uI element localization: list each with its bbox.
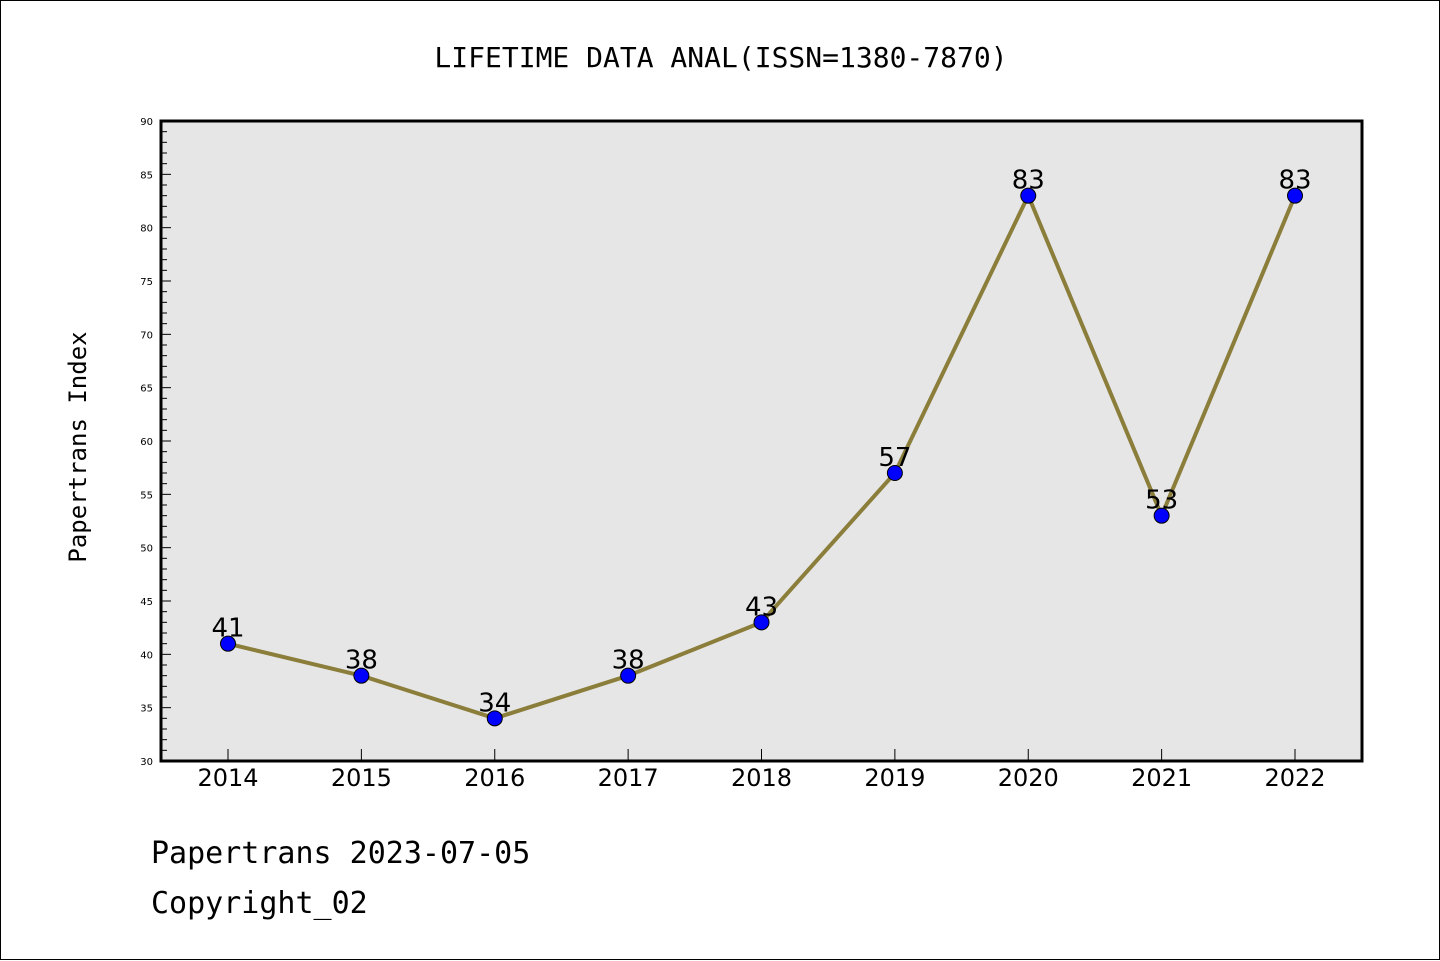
data-point	[1287, 187, 1303, 204]
x-tick-label: 2020	[998, 764, 1059, 792]
plot-area	[159, 119, 1364, 763]
footer-date: Papertrans 2023-07-05	[151, 836, 531, 871]
y-tick-label: 55	[140, 490, 153, 501]
y-axis-label: Papertrans Index	[64, 331, 92, 562]
footer-copyright: Copyright_02	[151, 886, 368, 921]
y-tick-label: 35	[140, 704, 153, 715]
data-point	[886, 465, 903, 481]
data-point	[753, 614, 770, 631]
x-tick-label: 2015	[331, 764, 392, 792]
y-axis-ticks: 30 35 40 45 50 55 60 65 70 75 80 85 90	[140, 117, 171, 768]
y-tick-label: 85	[140, 170, 153, 181]
y-tick-label: 50	[140, 544, 153, 555]
data-point	[1153, 507, 1170, 524]
data-point	[620, 667, 637, 684]
y-tick-label: 75	[140, 277, 153, 288]
x-tick-label: 2022	[1264, 764, 1325, 792]
chart-title: LIFETIME DATA ANAL(ISSN=1380-7870)	[434, 41, 1007, 74]
x-tick-label: 2018	[731, 764, 792, 792]
y-tick-label: 60	[140, 437, 153, 448]
data-point	[1020, 187, 1037, 204]
y-tick-label: 30	[140, 757, 153, 768]
x-tick-label: 2014	[197, 764, 258, 792]
x-tick-label: 2021	[1131, 764, 1192, 792]
y-tick-label: 40	[140, 650, 153, 661]
data-point	[220, 635, 236, 652]
y-tick-label: 90	[140, 117, 153, 128]
x-tick-label: 2016	[464, 764, 525, 792]
x-axis-ticks: 2014 2015 2016 2017 2018 2019 2020 2021 2022	[197, 749, 1326, 792]
y-tick-label: 45	[140, 597, 153, 608]
y-tick-label: 65	[140, 384, 153, 395]
data-point	[486, 710, 503, 727]
data-point	[353, 667, 370, 684]
x-tick-label: 2019	[864, 764, 925, 792]
y-tick-label: 80	[140, 224, 153, 235]
y-tick-label: 70	[140, 330, 153, 341]
x-tick-label: 2017	[598, 764, 659, 792]
